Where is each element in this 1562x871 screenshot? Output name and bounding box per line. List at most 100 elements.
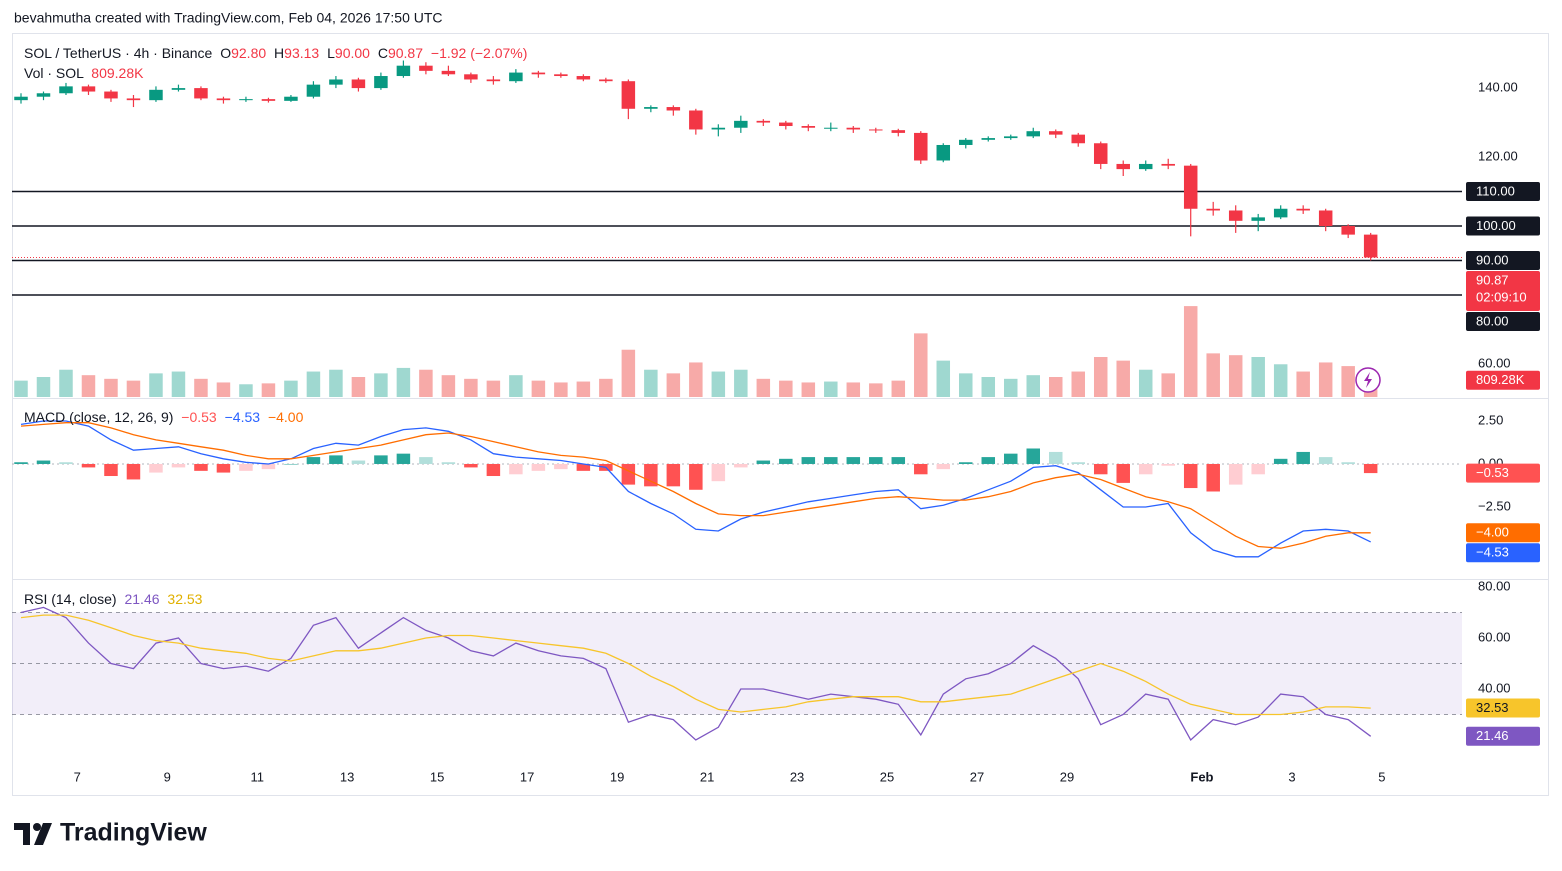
volume-bar — [59, 369, 73, 397]
volume-bar — [554, 382, 568, 397]
alert-icon[interactable] — [1355, 367, 1381, 393]
y-tick-label: 60.00 — [1478, 629, 1511, 644]
open-value: 92.80 — [231, 45, 266, 61]
y-tick-label: 140.00 — [1478, 80, 1518, 95]
x-tick-label: 25 — [880, 769, 894, 784]
macd-histogram-bar — [666, 463, 681, 487]
candle-body — [284, 96, 298, 101]
candle-body — [36, 93, 51, 97]
macd-histogram-bar — [126, 463, 141, 480]
volume-bar — [869, 383, 883, 397]
candle-body — [194, 88, 208, 99]
candle-body — [104, 91, 118, 99]
volume-legend: Vol · SOL 809.28K — [24, 65, 144, 81]
rsi-title: RSI (14, close) — [24, 591, 117, 607]
level-label-box — [1466, 250, 1540, 270]
macd-hist-box — [1466, 463, 1540, 483]
macd-histogram-bar — [576, 463, 591, 471]
candle-body — [59, 86, 73, 94]
candle-body — [1228, 210, 1243, 221]
rsi-value-box-text: 32.53 — [1476, 700, 1509, 715]
volume-bar — [1004, 378, 1018, 397]
level-label-box — [1466, 311, 1540, 331]
candle-body — [1048, 131, 1063, 135]
macd-histogram-bar — [171, 463, 186, 468]
candle-body — [599, 79, 613, 82]
volume-bar — [329, 369, 343, 397]
x-tick-label: 19 — [610, 769, 624, 784]
close-label: C — [378, 45, 388, 61]
macd-histogram-bar — [36, 460, 51, 464]
volume-bar — [1183, 306, 1198, 397]
candle-body — [306, 84, 321, 97]
volume-bar — [959, 373, 973, 397]
volume-bar — [846, 382, 861, 397]
macd-histogram-bar — [1116, 463, 1130, 483]
candle-body — [936, 144, 951, 161]
macd-histogram-bar — [419, 457, 433, 464]
volume-bar — [779, 380, 793, 397]
macd-value-box-text: −4.53 — [1476, 545, 1509, 560]
low-value: 90.00 — [335, 45, 370, 61]
candle-body — [1273, 208, 1288, 218]
logo-mark — [14, 823, 30, 845]
macd-line — [20, 420, 1371, 558]
alert-bolt — [1364, 372, 1372, 388]
macd-histogram-bar — [14, 462, 28, 464]
level-label-box — [1466, 216, 1540, 236]
volume-bar — [666, 373, 681, 397]
candle-body — [149, 89, 163, 101]
volume-bar — [306, 371, 321, 397]
volume-bar — [1138, 369, 1153, 397]
volume-bar — [1251, 357, 1265, 397]
macd-histogram-bar — [1161, 463, 1175, 466]
candle-body — [756, 120, 771, 123]
macd-histogram-bar — [891, 457, 906, 464]
volume-bar — [1116, 360, 1130, 397]
candle-body — [1251, 217, 1265, 221]
volume-bar — [621, 349, 636, 397]
volume-bar — [531, 380, 546, 397]
volume-bar — [801, 382, 816, 397]
logo-mark — [33, 823, 41, 831]
macd-histogram-bar — [149, 463, 163, 473]
volume-bar — [891, 380, 906, 397]
volume-bar — [419, 369, 433, 397]
volume-bar — [36, 377, 51, 397]
candle-body — [261, 99, 276, 101]
macd-histogram-bar — [261, 463, 276, 470]
macd-histogram-bar — [711, 463, 726, 482]
x-tick-label: 3 — [1288, 769, 1295, 784]
macd-histogram-bar — [1048, 451, 1063, 464]
macd-histogram-bar — [554, 463, 568, 470]
candle-body — [81, 86, 96, 92]
candle-body — [1071, 134, 1085, 144]
candle-body — [1363, 234, 1378, 258]
macd-histogram-bar — [1004, 453, 1018, 464]
volume-bar — [486, 380, 501, 397]
candle-body — [419, 65, 433, 71]
candle-body — [554, 74, 568, 77]
macd-histogram-bar — [621, 463, 636, 485]
footer-logo: TradingView — [14, 819, 207, 847]
macd-histogram-bar — [531, 463, 546, 471]
candle-body — [824, 127, 838, 129]
candle-body — [801, 126, 816, 128]
macd-histogram-bar — [216, 463, 231, 473]
x-tick-label: 15 — [430, 769, 444, 784]
macd-histogram-bar — [1206, 463, 1220, 492]
volume-bar — [689, 362, 703, 397]
volume-bar — [261, 383, 276, 397]
volume-bar — [1341, 366, 1355, 397]
macd-signal-value: −4.00 — [268, 409, 304, 425]
macd-histogram-bar — [374, 455, 388, 464]
y-tick-label: −2.50 — [1478, 498, 1511, 513]
candle-body — [1318, 210, 1333, 226]
rsi-ma-value: 32.53 — [167, 591, 202, 607]
macd-histogram-bar — [824, 457, 838, 464]
macd-hist-box-text: −0.53 — [1476, 465, 1509, 480]
volume-bar — [1071, 371, 1085, 397]
candle-body — [869, 129, 883, 131]
volume-bar — [644, 369, 658, 397]
